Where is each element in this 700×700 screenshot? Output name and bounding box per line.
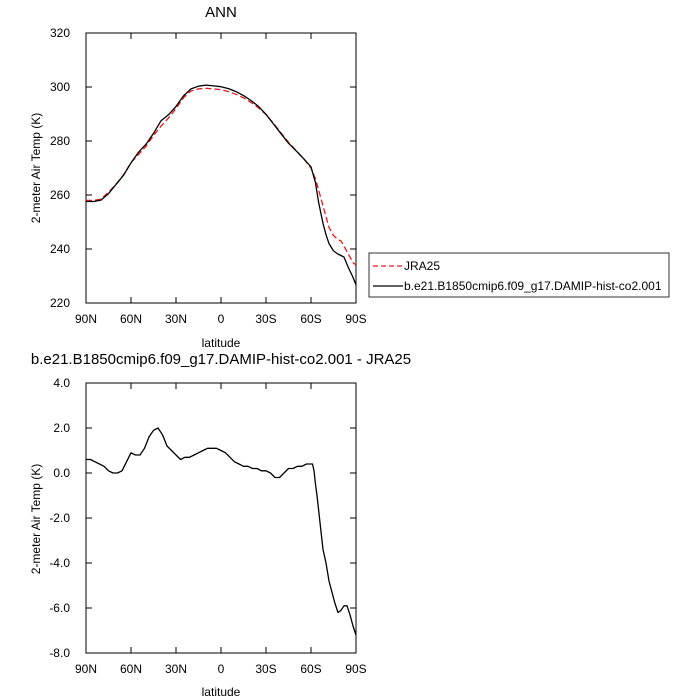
top-ytick-label: 220 (50, 296, 70, 310)
bottom-series-line-0 (86, 427, 357, 636)
bottom-xtick-label: 90N (75, 662, 97, 676)
top-xtick-label: 30S (255, 312, 276, 326)
bottom-chart-plot-frame (85, 382, 357, 654)
bottom-ytick-label: 4.0 (53, 376, 70, 390)
top-xtick-label: 60S (300, 312, 321, 326)
top-chart-xaxis: 90N 60N 30N 0 30S 60S 90S (75, 33, 367, 326)
top-chart-yaxis: 220 240 260 280 300 320 (50, 26, 356, 310)
top-ytick-label: 280 (50, 134, 70, 148)
top-ytick-label: 260 (50, 188, 70, 202)
bottom-chart-xaxis: 90N 60N 30N 0 30S 60S 90S (75, 383, 367, 676)
bottom-ytick-label: -6.0 (49, 601, 70, 615)
legend: JRA25 b.e21.B1850cmip6.f09_g17.DAMIP-his… (368, 252, 670, 298)
top-chart-series (86, 84, 357, 286)
bottom-chart-panel: b.e21.B1850cmip6.f09_g17.DAMIP-hist-co2.… (29, 351, 411, 699)
top-xtick-label: 0 (218, 312, 225, 326)
bottom-xtick-label: 60S (300, 662, 321, 676)
bottom-ytick-label: 0.0 (53, 466, 70, 480)
top-chart-panel: ANN 2-meter Air Temp (K) latitude 90N 60N… (29, 4, 367, 350)
bottom-xtick-label: 60N (120, 662, 142, 676)
top-xtick-label: 90N (75, 312, 97, 326)
top-series-line-1 (86, 84, 357, 286)
bottom-chart-title: b.e21.B1850cmip6.f09_g17.DAMIP-hist-co2.… (31, 351, 411, 368)
legend-label-model: b.e21.B1850cmip6.f09_g17.DAMIP-hist-co2.… (404, 279, 662, 293)
top-xtick-label: 90S (345, 312, 366, 326)
top-ytick-label: 300 (50, 80, 70, 94)
top-chart-ylabel: 2-meter Air Temp (K) (29, 113, 43, 223)
top-chart-title: ANN (205, 4, 237, 21)
top-xtick-label: 30N (165, 312, 187, 326)
bottom-ytick-label: -2.0 (49, 511, 70, 525)
top-series-line-0 (86, 87, 357, 266)
top-chart-xlabel: latitude (202, 336, 241, 350)
bottom-ytick-label: -4.0 (49, 556, 70, 570)
legend-box (368, 252, 670, 298)
bottom-chart-series (86, 427, 357, 636)
bottom-chart-ylabel: 2-meter Air Temp (K) (29, 464, 43, 574)
bottom-chart-xlabel: latitude (202, 685, 241, 699)
bottom-ytick-label: 2.0 (53, 421, 70, 435)
top-ytick-label: 320 (50, 26, 70, 40)
top-chart-plot-frame (85, 32, 357, 304)
bottom-ytick-label: -8.0 (49, 646, 70, 660)
top-xtick-label: 60N (120, 312, 142, 326)
bottom-chart-yaxis: -8.0 -6.0 -4.0 -2.0 0.0 2.0 4.0 (49, 376, 356, 660)
legend-label-jra25: JRA25 (404, 259, 440, 273)
bottom-xtick-label: 30S (255, 662, 276, 676)
bottom-xtick-label: 0 (218, 662, 225, 676)
bottom-xtick-label: 90S (345, 662, 366, 676)
top-ytick-label: 240 (50, 242, 70, 256)
bottom-xtick-label: 30N (165, 662, 187, 676)
